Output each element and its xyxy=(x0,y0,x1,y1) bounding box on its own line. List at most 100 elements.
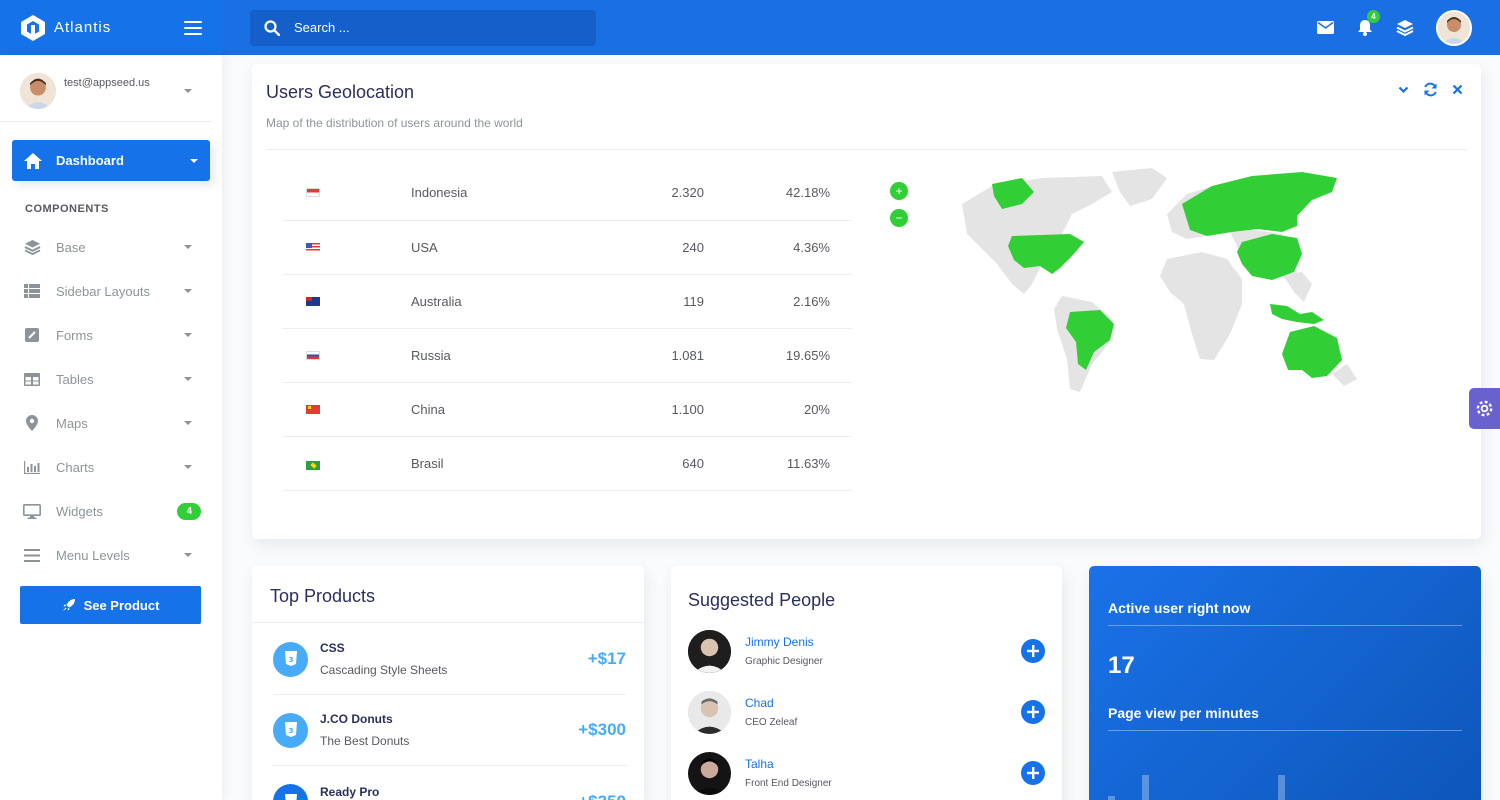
map-region-greenland[interactable] xyxy=(1112,168,1167,206)
chevron-down-icon xyxy=(184,377,192,381)
person-avatar xyxy=(688,690,731,734)
sidebar-item-label: Charts xyxy=(56,459,95,475)
users-count: 240 xyxy=(571,220,704,275)
brand-name: Atlantis xyxy=(54,19,112,36)
search-box[interactable]: Search ... xyxy=(250,9,596,46)
list-item[interactable]: 3 CSS Cascading Style Sheets +$17 xyxy=(273,624,626,695)
users-count: 640 xyxy=(571,436,704,491)
rocket-icon xyxy=(62,599,75,611)
map-zoom-out-button[interactable]: − xyxy=(890,209,908,227)
map-region-indonesia[interactable] xyxy=(1270,304,1324,324)
sidebar-user-avatar xyxy=(20,73,56,109)
country-name: China xyxy=(411,382,571,437)
see-product-button[interactable]: See Product xyxy=(20,586,201,624)
user-avatar-icon xyxy=(20,73,56,109)
sidebar-item-label: Dashboard xyxy=(56,153,124,168)
person-role: Front End Designer xyxy=(745,778,832,789)
bars-icon xyxy=(23,546,41,564)
messages-icon[interactable] xyxy=(1316,19,1334,37)
sidebar-toggle-button[interactable] xyxy=(184,20,202,35)
sidebar-item-sidebar-layouts[interactable]: Sidebar Layouts xyxy=(0,269,222,313)
list-item: Chad CEO Zeleaf xyxy=(688,690,1045,734)
users-count: 119 xyxy=(571,274,704,329)
card-subtitle: Map of the distribution of users around … xyxy=(266,116,523,130)
add-person-button[interactable] xyxy=(1021,700,1045,724)
table-row: China 1.100 20% xyxy=(283,382,852,437)
sidebar-item-label: Sidebar Layouts xyxy=(56,283,150,299)
map-region-south-asia[interactable] xyxy=(1282,272,1312,302)
card-divider xyxy=(266,149,1467,150)
users-count: 1.100 xyxy=(571,382,704,437)
map-zoom-in-button[interactable]: + xyxy=(890,182,908,200)
add-person-button[interactable] xyxy=(1021,639,1045,663)
table-row: Brasil 640 11.63% xyxy=(283,436,852,491)
widgets-count-badge: 4 xyxy=(177,502,201,520)
chevron-down-icon xyxy=(184,289,192,293)
page-view-title: Page view per minutes xyxy=(1108,705,1259,721)
map-region-north-america[interactable] xyxy=(962,176,1112,294)
card-title: Users Geolocation xyxy=(266,82,415,102)
users-percent: 2.16% xyxy=(704,274,852,329)
users-geolocation-card: Users Geolocation Map of the distributio… xyxy=(252,64,1481,539)
map-region-usa[interactable] xyxy=(1008,234,1084,274)
sidebar-item-forms[interactable]: Forms xyxy=(0,313,222,357)
chevron-down-icon xyxy=(190,158,198,163)
country-name: Russia xyxy=(411,328,571,383)
chevron-down-icon[interactable] xyxy=(184,89,192,93)
map-region-alaska[interactable] xyxy=(992,178,1034,209)
bar-chart-icon xyxy=(23,458,41,476)
map-region-africa[interactable] xyxy=(1160,252,1242,360)
profile-avatar[interactable] xyxy=(1436,9,1472,46)
sidebar-item-menu-levels[interactable]: Menu Levels xyxy=(0,533,222,577)
sidebar-item-tables[interactable]: Tables xyxy=(0,357,222,401)
list-item[interactable]: 3 J.CO Donuts The Best Donuts +$300 xyxy=(273,695,626,766)
person-name-link[interactable]: Talha xyxy=(745,757,774,771)
users-percent: 20% xyxy=(704,382,852,437)
plus-icon xyxy=(1027,706,1039,718)
search-input[interactable]: Search ... xyxy=(294,20,350,35)
css3-icon xyxy=(273,784,308,800)
search-icon[interactable] xyxy=(264,19,280,36)
top-navbar: Search ... 4 xyxy=(222,0,1500,55)
add-person-button[interactable] xyxy=(1021,761,1045,785)
sidebar-item-label: Base xyxy=(56,239,86,255)
user-avatar-icon xyxy=(1438,11,1470,44)
sidebar-user[interactable]: test@appseed.us xyxy=(0,55,212,122)
map-region-brazil[interactable] xyxy=(1066,310,1114,370)
active-users-title: Active user right now xyxy=(1108,600,1251,616)
table-row: Russia 1.081 19.65% xyxy=(283,328,852,383)
pen-square-icon xyxy=(23,326,41,344)
sidebar-item-label: Forms xyxy=(56,327,93,343)
map-region-australia[interactable] xyxy=(1282,326,1342,378)
layers-icon xyxy=(23,238,41,256)
person-name-link[interactable]: Chad xyxy=(745,696,774,710)
layers-icon[interactable] xyxy=(1396,19,1414,37)
collapse-icon[interactable] xyxy=(1398,86,1409,94)
sidebar-item-charts[interactable]: Charts xyxy=(0,445,222,489)
sidebar-item-widgets[interactable]: Widgets 4 xyxy=(0,489,222,533)
country-name: Australia xyxy=(411,274,571,329)
sidebar-item-base[interactable]: Base xyxy=(0,225,222,269)
person-name-link[interactable]: Jimmy Denis xyxy=(745,635,814,649)
chevron-down-icon xyxy=(184,245,192,249)
list-item[interactable]: Ready Pro +$350 xyxy=(273,766,626,800)
brand-logo[interactable]: Atlantis xyxy=(20,14,111,42)
active-users-count: 17 xyxy=(1108,652,1135,679)
close-icon[interactable] xyxy=(1452,84,1463,95)
product-name: CSS xyxy=(320,641,345,655)
see-product-label: See Product xyxy=(83,597,160,613)
home-icon xyxy=(24,152,42,169)
settings-panel-toggle[interactable] xyxy=(1469,388,1500,429)
svg-text:3: 3 xyxy=(288,727,293,735)
geolocation-table: Indonesia 2.320 42.18% USA 240 4.36% Aus… xyxy=(283,166,852,491)
map-region-russia[interactable] xyxy=(1182,172,1337,236)
refresh-icon[interactable] xyxy=(1423,82,1438,97)
sidebar-item-maps[interactable]: Maps xyxy=(0,401,222,445)
card-title: Top Products xyxy=(270,586,376,606)
australia-flag-icon xyxy=(306,296,320,306)
page-view-bar xyxy=(1108,796,1115,800)
sidebar-item-dashboard[interactable]: Dashboard xyxy=(12,140,210,181)
map-region-china[interactable] xyxy=(1237,234,1302,280)
country-name: Indonesia xyxy=(411,166,571,221)
notifications-icon[interactable]: 4 xyxy=(1356,9,1380,37)
